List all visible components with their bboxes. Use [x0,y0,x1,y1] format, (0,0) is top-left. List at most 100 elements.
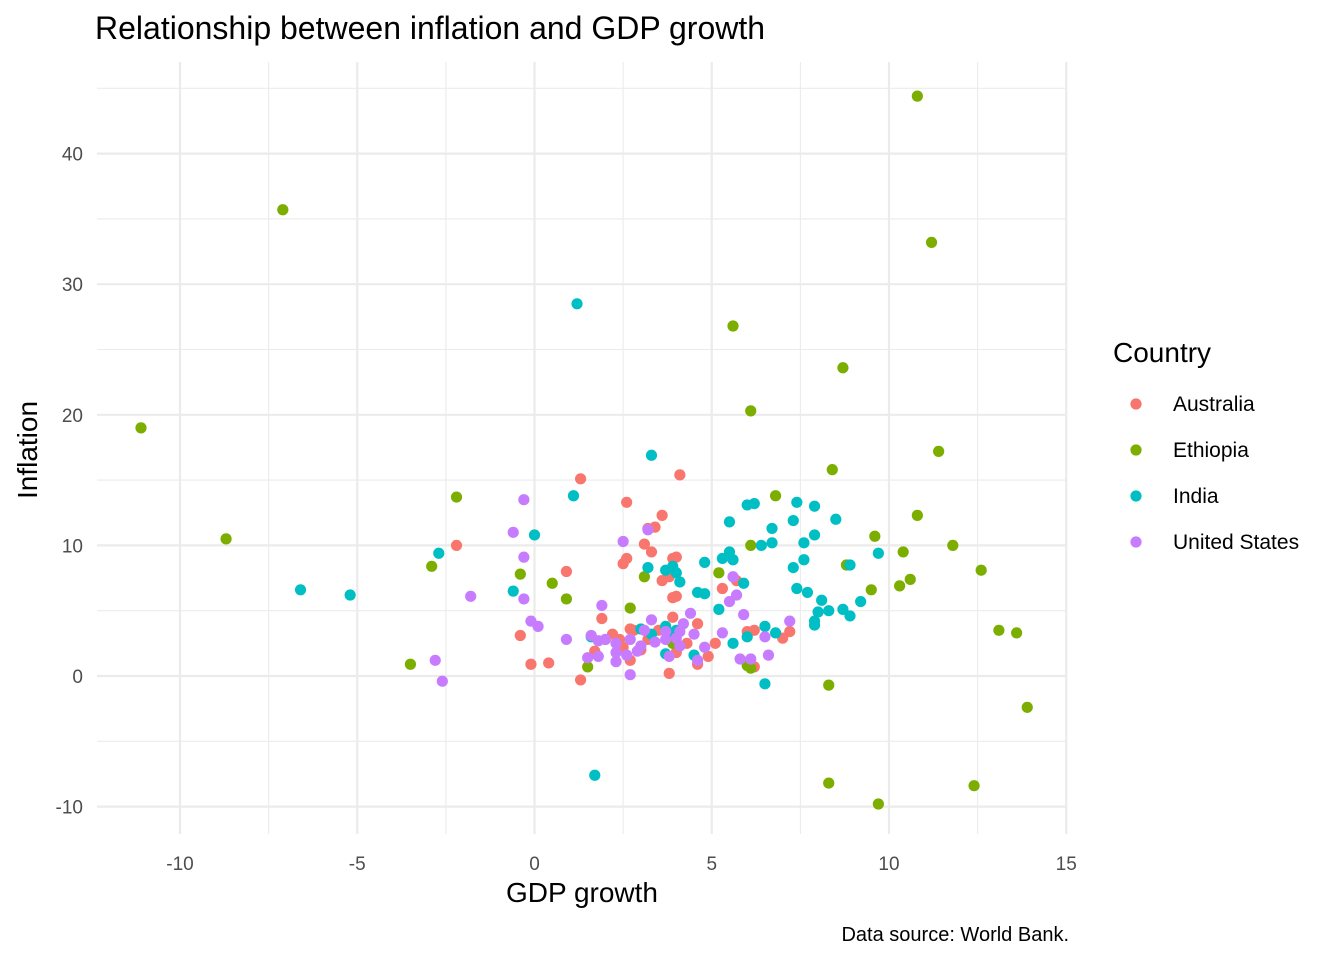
point-australia [525,658,537,670]
point-australia [748,624,760,636]
point-australia [784,625,796,638]
x-tick-label: 5 [706,854,717,875]
point-india [727,554,739,566]
point-ethiopia [769,490,782,502]
point-united-states [759,631,771,643]
x-tick-labels: -10 -5 0 5 10 15 [166,854,1077,875]
x-tick-label: 15 [1056,854,1077,875]
point-ethiopia [823,777,835,789]
y-tick-label: 20 [62,406,83,427]
point-united-states [727,571,739,583]
point-india [808,500,821,512]
point-india [812,606,824,618]
point-ethiopia [933,445,945,457]
legend-key-united-states [1130,536,1142,548]
point-ethiopia [404,658,417,670]
point-india [738,577,750,589]
y-axis-title: Inflation [12,401,43,499]
point-united-states [730,589,743,601]
point-united-states [663,650,675,663]
y-tick-label: 0 [72,667,83,688]
point-ethiopia [514,568,526,580]
point-australia [621,496,633,508]
point-united-states [674,640,686,652]
point-australia [663,667,675,679]
point-india [766,522,778,535]
point-india [699,556,711,568]
point-australia [617,558,629,570]
point-australia [624,623,636,635]
point-australia [645,546,658,558]
x-tick-label: 10 [878,854,899,875]
point-ethiopia [1011,627,1023,639]
point-australia [702,650,714,663]
point-united-states [599,633,612,646]
point-ethiopia [582,661,594,673]
y-tick-label: -10 [56,798,83,819]
point-india [344,589,356,601]
point-united-states [642,524,654,536]
point-united-states [631,645,643,657]
point-india [433,547,445,559]
point-india [801,586,814,599]
data-points [135,90,1033,810]
point-united-states [429,654,441,666]
legend-label-ethiopia: Ethiopia [1173,439,1249,462]
point-india [872,547,884,559]
point-united-states [660,633,672,646]
point-united-states [592,650,604,663]
point-australia [596,612,608,625]
point-ethiopia [220,533,232,545]
point-ethiopia [826,464,838,476]
point-india [798,554,810,566]
plot-gridlines [97,62,1068,834]
point-united-states [638,624,650,636]
point-ethiopia [135,422,147,434]
y-tick-label: 30 [62,275,83,296]
point-ethiopia [745,405,757,417]
point-australia [667,611,679,623]
point-ethiopia [897,546,909,558]
point-ethiopia [624,602,636,614]
point-united-states [518,494,530,506]
point-australia [574,473,587,485]
point-india [507,585,519,597]
point-india [748,498,760,510]
point-india [798,537,810,549]
point-ethiopia [745,662,757,674]
point-india [723,516,736,528]
y-tick-label: 10 [62,536,83,557]
point-ethiopia [865,584,877,596]
point-india [808,619,821,631]
point-india [571,298,583,310]
point-ethiopia [947,539,959,552]
point-ethiopia [713,567,725,579]
x-tick-label: -5 [349,854,366,875]
point-united-states [610,646,622,659]
point-ethiopia [911,90,923,102]
point-india [766,537,778,549]
legend-label-united-states: United States [1173,531,1299,554]
point-united-states [716,627,728,639]
point-ethiopia [993,624,1005,636]
point-india [759,620,771,632]
point-united-states [723,595,736,608]
point-india [844,559,856,571]
point-india [642,562,654,574]
point-united-states [610,656,622,668]
point-india [844,610,856,622]
point-ethiopia [546,577,558,589]
point-australia [656,509,668,521]
legend-title: Country [1113,337,1211,368]
legend-label-india: India [1173,485,1219,508]
point-india [528,529,541,541]
point-united-states [784,615,796,627]
point-ethiopia [426,560,438,572]
point-ethiopia [560,593,573,605]
point-australia [667,592,679,604]
point-united-states [699,641,711,653]
point-india [837,603,849,615]
point-united-states [596,599,608,612]
point-india [759,678,771,690]
point-australia [667,552,679,565]
